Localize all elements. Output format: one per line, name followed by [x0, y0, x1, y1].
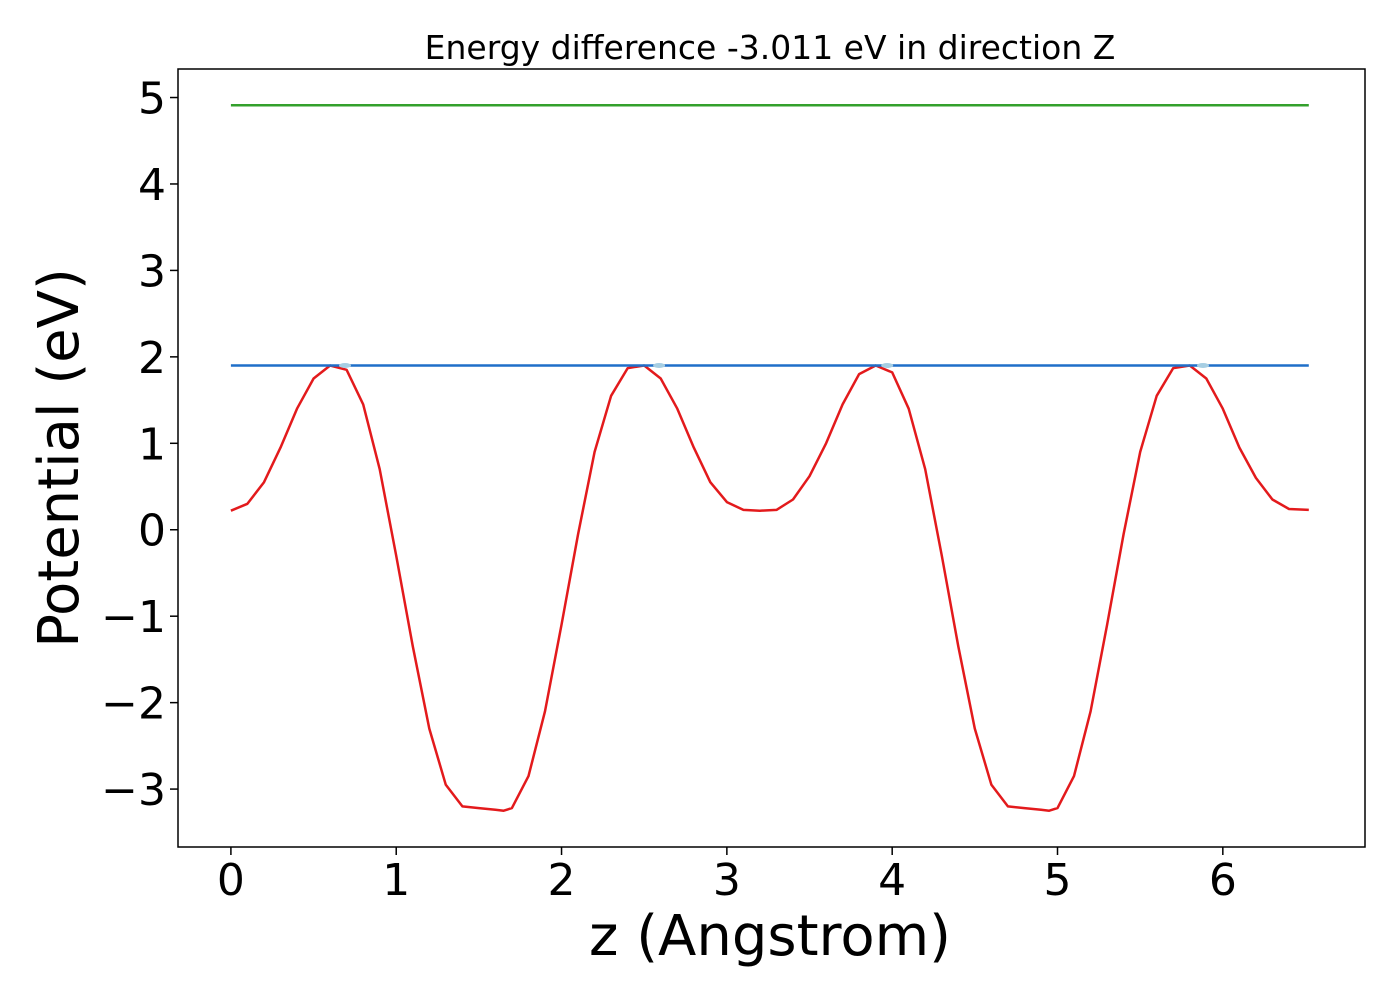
- y-tick-label: −2: [101, 679, 166, 730]
- x-tick-label: 1: [382, 855, 410, 906]
- y-tick-label: −1: [101, 592, 166, 643]
- x-tick-label: 3: [713, 855, 741, 906]
- chart-title: Energy difference -3.011 eV in direction…: [425, 28, 1116, 67]
- x-tick-label: 2: [548, 855, 576, 906]
- y-tick-label: 4: [138, 160, 166, 211]
- x-tick-label: 4: [878, 855, 906, 906]
- peak-marker: [881, 363, 894, 368]
- y-tick-label: 1: [138, 419, 166, 470]
- x-axis-label: z (Angstrom): [589, 904, 951, 969]
- y-tick-label: 0: [138, 506, 166, 557]
- peak-marker: [1197, 363, 1209, 368]
- x-tick-label: 6: [1209, 855, 1237, 906]
- plot-area: [230, 104, 1309, 812]
- axes-frame: [177, 68, 1366, 848]
- x-tick-label: 0: [217, 855, 245, 906]
- y-tick-label: 2: [138, 333, 166, 384]
- y-axis: 5 4 3 2 1 0 −1 −2 −3: [101, 74, 178, 816]
- y-tick-label: −3: [101, 765, 166, 816]
- y-tick-label: 3: [138, 246, 166, 297]
- x-axis: 0 1 2 3 4 5 6: [217, 847, 1237, 906]
- y-tick-label: 5: [138, 74, 166, 125]
- y-axis-label: Potential (eV): [27, 268, 92, 648]
- peak-marker: [339, 363, 351, 368]
- x-tick-label: 5: [1044, 855, 1072, 906]
- series-line-0: [230, 364, 1309, 812]
- peak-marker: [653, 363, 666, 368]
